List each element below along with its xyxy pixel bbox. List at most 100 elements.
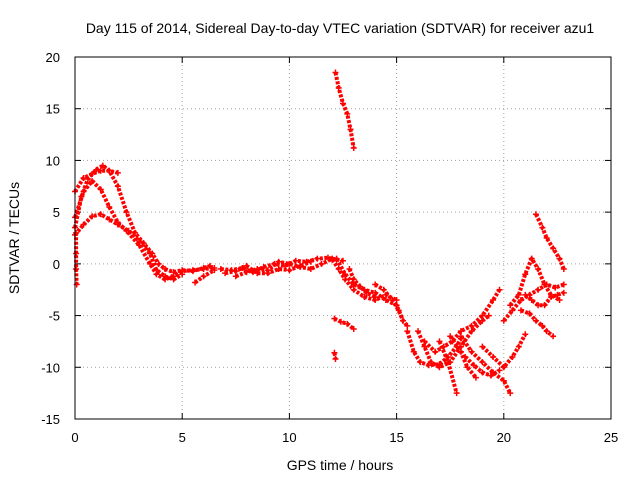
y-tick-label: 20 <box>46 50 60 65</box>
data-point <box>457 333 464 340</box>
data-point <box>400 317 407 324</box>
data-point <box>380 286 387 293</box>
data-point <box>340 257 346 264</box>
data-point <box>292 257 299 264</box>
data-point <box>532 317 539 324</box>
data-point <box>80 188 87 195</box>
data-point <box>331 315 338 322</box>
data-point <box>147 250 154 257</box>
data-point <box>275 266 282 273</box>
series-track-21 <box>437 340 459 394</box>
data-point <box>331 349 338 356</box>
data-point <box>347 126 354 133</box>
data-point <box>436 338 443 345</box>
data-point <box>515 343 522 350</box>
data-point <box>464 364 471 371</box>
x-tick-label: 15 <box>389 430 403 445</box>
data-point <box>99 162 106 169</box>
data-point <box>404 322 411 329</box>
y-tick-label: -10 <box>41 360 60 375</box>
y-axis: 20 15 10 5 0 -5 -10 -15 <box>41 50 611 427</box>
data-point <box>550 245 557 252</box>
data-point <box>556 255 563 262</box>
data-point <box>462 353 469 360</box>
data-point <box>332 69 339 76</box>
series-track-5 <box>74 232 79 285</box>
series-track-22 <box>448 335 478 379</box>
data-point <box>421 338 428 345</box>
data-point <box>509 353 516 360</box>
data-point <box>410 348 417 355</box>
data-point <box>543 328 550 335</box>
data-point <box>275 258 282 265</box>
y-tick-label: 0 <box>53 257 60 272</box>
data-point <box>125 227 132 234</box>
data-point <box>162 273 169 280</box>
data-point <box>80 175 87 182</box>
data-point <box>340 100 346 107</box>
data-point <box>254 270 261 277</box>
data-point <box>479 317 486 324</box>
series-track-18 <box>405 330 463 368</box>
data-point <box>217 266 224 273</box>
series-track-24 <box>481 333 527 370</box>
series-track-23 <box>459 335 512 395</box>
plot-frame <box>74 56 612 420</box>
data-point <box>350 286 357 293</box>
data-point <box>517 307 524 314</box>
data-point <box>189 267 196 274</box>
data-point <box>232 273 239 280</box>
data-point <box>535 266 542 273</box>
data-point <box>333 255 340 262</box>
data-point <box>487 372 494 379</box>
data-point <box>479 312 486 319</box>
data-point <box>457 348 464 355</box>
y-tick-label: 10 <box>46 153 60 168</box>
data-point <box>337 318 344 325</box>
data-point <box>554 291 561 298</box>
data-point <box>479 369 486 376</box>
data-point <box>517 297 524 304</box>
chart-title: Day 115 of 2014, Sidereal Day-to-day VTE… <box>86 20 595 36</box>
data-point <box>468 322 475 329</box>
grid-lines <box>75 57 611 419</box>
data-point <box>447 333 454 340</box>
data-point <box>496 286 503 293</box>
data-point <box>541 281 548 288</box>
data-point <box>479 359 486 366</box>
data-point <box>436 364 443 371</box>
data-point <box>361 293 368 300</box>
data-point <box>106 216 113 223</box>
data-point <box>522 291 529 298</box>
data-point <box>222 270 229 277</box>
data-point <box>200 273 207 280</box>
data-point <box>357 283 364 290</box>
data-point <box>500 377 507 384</box>
data-point <box>472 374 479 381</box>
data-point <box>539 224 546 231</box>
data-point <box>350 145 357 152</box>
series-track-11 <box>330 258 398 303</box>
data-point <box>457 328 464 335</box>
data-point <box>73 266 80 273</box>
data-point <box>490 297 497 304</box>
data-point <box>500 364 507 371</box>
y-axis-label: SDTVAR / TECUs <box>6 182 22 294</box>
data-point <box>162 266 169 273</box>
data-point <box>535 286 542 293</box>
x-tick-label: 5 <box>179 430 186 445</box>
data-point <box>243 269 250 276</box>
data-point <box>500 317 507 324</box>
data-point <box>496 367 503 374</box>
data-point <box>395 307 402 314</box>
data-point <box>192 279 199 286</box>
data-point <box>507 390 514 397</box>
data-point <box>329 256 336 263</box>
x-tick-label: 10 <box>282 430 296 445</box>
data-point <box>350 276 357 283</box>
series-track-15 <box>333 72 356 149</box>
data-point <box>114 169 121 176</box>
plot-series <box>72 69 567 397</box>
data-point <box>73 229 80 236</box>
